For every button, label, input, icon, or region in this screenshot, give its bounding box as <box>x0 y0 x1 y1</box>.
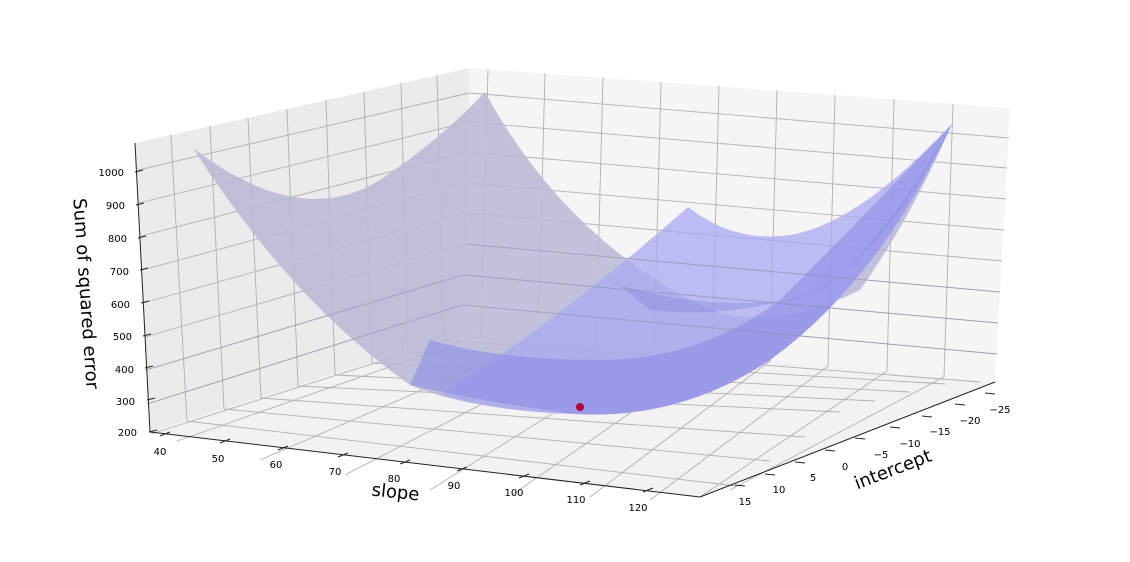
intercept-tick: −15 <box>929 427 950 438</box>
z-axis-label: Sum of squared error <box>68 198 102 391</box>
slope-tick: 110 <box>566 495 585 506</box>
intercept-tick: −5 <box>874 450 889 461</box>
intercept-tick: 10 <box>773 485 786 496</box>
intercept-axis-label: intercept <box>851 446 934 495</box>
intercept-tick: 0 <box>842 462 848 473</box>
slope-tick: 90 <box>448 481 461 492</box>
z-tick: 800 <box>108 234 127 245</box>
intercept-axis-ticks <box>734 392 996 487</box>
intercept-tick: 5 <box>810 473 816 484</box>
grid-through-surface <box>145 243 1001 405</box>
slope-tick: 50 <box>212 454 225 465</box>
intercept-tick-labels: 15 10 5 0 −5 −10 −15 −20 −25 <box>739 405 1011 508</box>
slope-tick: 120 <box>628 503 647 514</box>
z-tick: 900 <box>106 201 125 212</box>
axis-lines <box>134 142 996 498</box>
slope-tick: 70 <box>329 467 342 478</box>
slope-tick: 80 <box>388 474 401 485</box>
z-tick: 200 <box>118 428 137 439</box>
slope-tick: 40 <box>154 447 167 458</box>
z-tick: 700 <box>110 267 129 278</box>
slope-axis-ticks <box>159 431 654 493</box>
slope-tick: 60 <box>270 460 283 471</box>
intercept-tick: −20 <box>959 416 980 427</box>
z-tick: 500 <box>113 332 132 343</box>
z-tick: 1000 <box>99 168 124 179</box>
minimum-point-marker <box>576 403 584 411</box>
slope-tick: 100 <box>504 488 523 499</box>
slope-tick-labels: 40 50 60 70 80 90 100 110 120 <box>154 447 648 514</box>
z-axis-ticks <box>134 169 158 433</box>
slope-axis-label: slope <box>371 480 421 506</box>
z-tick: 600 <box>111 300 130 311</box>
intercept-tick: 15 <box>739 497 752 508</box>
intercept-tick: −25 <box>989 405 1010 416</box>
z-tick-labels: 1000 900 800 700 600 500 400 300 200 <box>99 168 137 439</box>
z-tick: 300 <box>116 397 135 408</box>
z-tick: 400 <box>115 365 134 376</box>
intercept-tick: −10 <box>899 439 920 450</box>
